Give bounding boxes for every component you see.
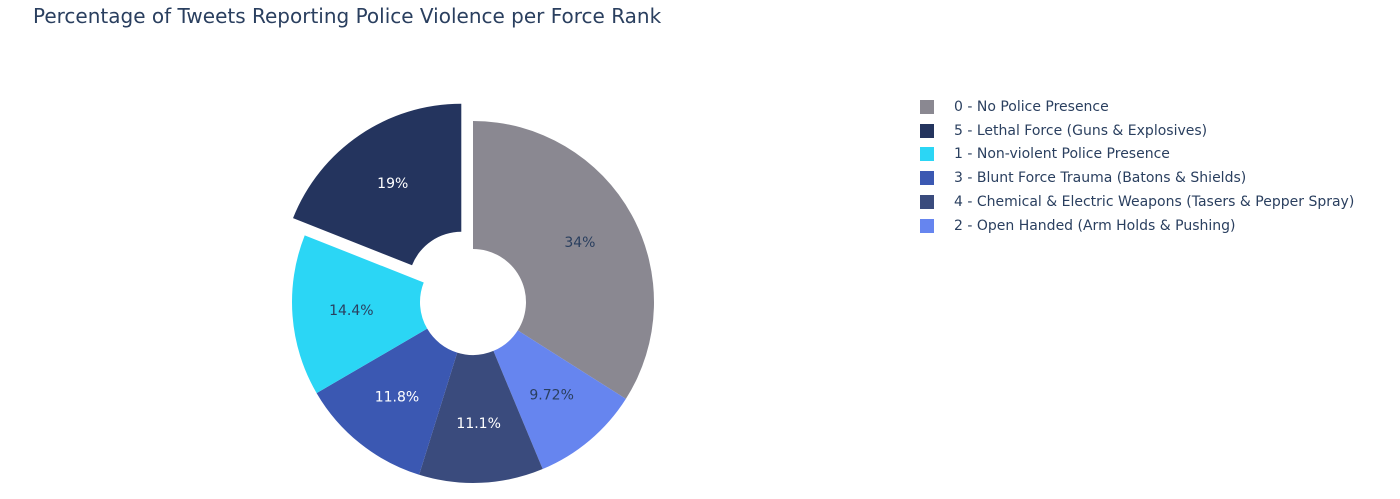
slice-label-4-chemical-electric-weapons-tasers-pepper-spray: 11.1% [456, 416, 500, 432]
pie-slice-3-blunt-force-trauma-batons-shields[interactable] [316, 328, 458, 475]
legend-label: 3 - Blunt Force Trauma (Batons & Shields… [954, 170, 1247, 187]
pie-slice-5-lethal-force-guns-explosives[interactable] [293, 103, 462, 266]
legend-swatch [920, 195, 934, 210]
slice-label-0-no-police-presence: 34% [564, 235, 595, 251]
legend: 0 - No Police Presence 5 - Lethal Force (… [920, 95, 1354, 238]
pie-slice-1-non-violent-police-presence[interactable] [292, 235, 428, 394]
legend-item-3-blunt-force-trauma-batons-shields[interactable]: 3 - Blunt Force Trauma (Batons & Shields… [920, 166, 1354, 190]
legend-label: 4 - Chemical & Electric Weapons (Tasers … [954, 194, 1355, 211]
legend-item-4-chemical-electric-weapons-tasers-pepper-spray[interactable]: 4 - Chemical & Electric Weapons (Tasers … [920, 190, 1354, 214]
legend-swatch [920, 218, 934, 233]
slice-label-3-blunt-force-trauma-batons-shields: 11.8% [375, 389, 419, 405]
legend-label: 5 - Lethal Force (Guns & Explosives) [954, 122, 1208, 139]
pie-slice-4-chemical-electric-weapons-tasers-pepper-spray[interactable] [419, 350, 543, 483]
legend-item-5-lethal-force-guns-explosives[interactable]: 5 - Lethal Force (Guns & Explosives) [920, 119, 1354, 143]
pie-slice-0-no-police-presence[interactable] [473, 121, 654, 399]
legend-swatch [920, 171, 934, 186]
slice-label-2-open-handed-arm-holds-pushing: 9.72% [529, 387, 573, 403]
pie-slice-2-open-handed-arm-holds-pushing[interactable] [493, 330, 626, 470]
legend-item-0-no-police-presence[interactable]: 0 - No Police Presence [920, 95, 1354, 119]
legend-label: 2 - Open Handed (Arm Holds & Pushing) [954, 217, 1236, 234]
legend-label: 1 - Non-violent Police Presence [954, 146, 1170, 163]
slice-label-1-non-violent-police-presence: 14.4% [329, 303, 373, 319]
chart-title: Percentage of Tweets Reporting Police Vi… [33, 4, 662, 28]
slice-label-5-lethal-force-guns-explosives: 19% [377, 176, 408, 192]
legend-item-1-non-violent-police-presence[interactable]: 1 - Non-violent Police Presence [920, 143, 1354, 167]
legend-swatch [920, 99, 934, 114]
legend-item-2-open-handed-arm-holds-pushing[interactable]: 2 - Open Handed (Arm Holds & Pushing) [920, 214, 1354, 238]
legend-swatch [920, 147, 934, 162]
legend-label: 0 - No Police Presence [954, 98, 1109, 115]
legend-swatch [920, 123, 934, 138]
